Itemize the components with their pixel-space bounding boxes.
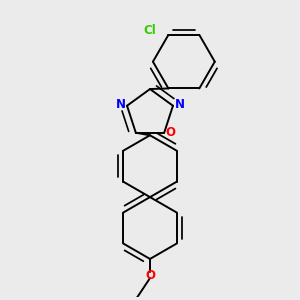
Text: N: N <box>116 98 126 111</box>
Text: O: O <box>145 268 155 282</box>
Text: N: N <box>174 98 184 111</box>
Text: O: O <box>166 126 176 139</box>
Text: Cl: Cl <box>144 24 157 37</box>
